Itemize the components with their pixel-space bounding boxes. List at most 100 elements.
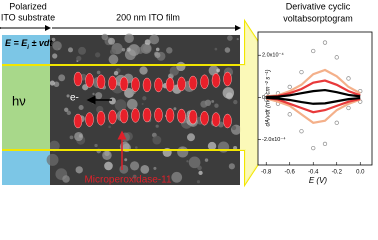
- grain: [126, 98, 138, 110]
- grain: [214, 47, 218, 51]
- grain: [95, 92, 103, 100]
- grain: [225, 92, 233, 100]
- chart-title: voltabsorptogram: [283, 13, 353, 23]
- grain: [94, 143, 98, 148]
- data-point: [311, 48, 316, 54]
- grain: [124, 88, 134, 98]
- grain: [186, 133, 195, 142]
- x-tick-label: 0.0: [356, 170, 365, 176]
- grain: [197, 165, 202, 171]
- chart: Derivative cyclic voltabsorptogram E (V)…: [257, 1, 373, 185]
- protein: [142, 77, 152, 93]
- grain: [67, 47, 74, 53]
- grain: [132, 174, 137, 179]
- sem-image: [46, 33, 242, 185]
- grain: [200, 100, 208, 108]
- grain: [154, 52, 161, 59]
- protein: [131, 108, 140, 123]
- protein: [131, 77, 140, 92]
- grain: [230, 124, 242, 135]
- grain: [204, 158, 209, 162]
- grain: [207, 141, 217, 151]
- grain: [101, 33, 109, 41]
- grain: [78, 104, 84, 111]
- protein: [211, 73, 221, 88]
- equation-part: E = E: [5, 38, 28, 48]
- data-point: [287, 112, 292, 117]
- protein: [154, 77, 163, 93]
- protein: [85, 73, 94, 88]
- protein: [85, 112, 94, 127]
- protein: [73, 113, 83, 129]
- substrate-label: Polarized: [9, 1, 47, 11]
- grain: [216, 68, 221, 73]
- grain: [171, 171, 183, 183]
- x-tick-label: -0.4: [308, 170, 319, 176]
- grain: [52, 41, 62, 51]
- grain: [66, 94, 70, 98]
- grain: [217, 141, 230, 153]
- grain: [108, 54, 119, 65]
- grain: [53, 81, 60, 88]
- grain: [69, 135, 74, 140]
- grain: [208, 65, 219, 76]
- data-line: [266, 79, 361, 98]
- grain: [186, 160, 189, 163]
- protein: [154, 107, 163, 123]
- grain: [129, 161, 140, 171]
- protein: [96, 74, 106, 90]
- grain: [227, 35, 233, 41]
- grain: [231, 125, 237, 131]
- grain: [74, 131, 84, 142]
- grain: [75, 166, 83, 174]
- grain: [51, 37, 56, 42]
- grain: [62, 175, 70, 183]
- data-point: [346, 105, 351, 111]
- grain: [198, 170, 203, 176]
- data-point: [334, 120, 339, 125]
- grain: [140, 164, 150, 174]
- grain: [92, 101, 96, 105]
- grain: [109, 48, 117, 55]
- data-line: [266, 88, 361, 99]
- grain: [135, 146, 138, 149]
- grain: [139, 66, 148, 75]
- grain: [126, 47, 131, 52]
- y-tick-label: -2.0x10⁻⁴: [262, 136, 286, 143]
- light-label: hν: [12, 93, 26, 108]
- protein: [119, 76, 129, 92]
- grain: [124, 158, 128, 162]
- grain: [149, 34, 160, 45]
- grain: [136, 47, 144, 54]
- light-band: [2, 65, 50, 150]
- grain: [52, 53, 58, 59]
- protein: [108, 75, 117, 91]
- substrate-label: ITO substrate: [1, 12, 55, 22]
- grain: [188, 156, 201, 169]
- protein: [73, 71, 83, 87]
- data-point: [346, 76, 351, 81]
- data-point: [311, 145, 316, 151]
- grain: [155, 124, 159, 128]
- grain: [104, 161, 113, 171]
- protein: [165, 108, 175, 123]
- grain: [214, 103, 219, 108]
- grain: [58, 74, 66, 82]
- protein: [211, 112, 221, 127]
- grain: [173, 107, 177, 111]
- protein: [96, 110, 106, 126]
- grain: [96, 70, 101, 75]
- protein: [223, 71, 232, 87]
- protein: [177, 76, 186, 92]
- data-point: [287, 84, 292, 90]
- grain: [95, 52, 101, 58]
- grain: [108, 97, 116, 105]
- protein: [200, 74, 209, 90]
- grain: [78, 46, 86, 55]
- protein: [119, 108, 129, 124]
- protein: [200, 110, 209, 126]
- protein: [177, 108, 186, 124]
- data-point: [299, 129, 304, 134]
- grain: [119, 164, 129, 174]
- grain: [224, 47, 231, 53]
